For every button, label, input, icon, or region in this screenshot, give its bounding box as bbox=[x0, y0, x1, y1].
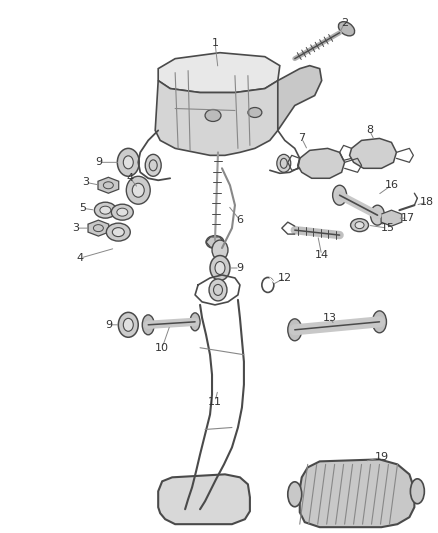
Ellipse shape bbox=[118, 312, 138, 337]
Ellipse shape bbox=[142, 315, 154, 335]
Text: 13: 13 bbox=[323, 313, 337, 323]
Polygon shape bbox=[298, 148, 345, 178]
Ellipse shape bbox=[106, 223, 130, 241]
Ellipse shape bbox=[288, 482, 302, 507]
Text: 19: 19 bbox=[374, 453, 389, 463]
Polygon shape bbox=[158, 53, 280, 93]
Text: 11: 11 bbox=[208, 397, 222, 407]
Ellipse shape bbox=[350, 219, 368, 232]
Ellipse shape bbox=[100, 206, 111, 214]
Text: 8: 8 bbox=[366, 125, 373, 135]
Text: 15: 15 bbox=[381, 223, 395, 233]
Text: 4: 4 bbox=[77, 253, 84, 263]
Text: 7: 7 bbox=[298, 133, 305, 143]
Ellipse shape bbox=[126, 176, 150, 204]
Ellipse shape bbox=[117, 148, 139, 176]
Ellipse shape bbox=[332, 185, 346, 205]
Text: 14: 14 bbox=[314, 250, 329, 260]
Ellipse shape bbox=[277, 155, 291, 172]
Ellipse shape bbox=[124, 318, 133, 332]
Ellipse shape bbox=[145, 155, 161, 176]
Ellipse shape bbox=[355, 222, 364, 229]
Ellipse shape bbox=[210, 255, 230, 280]
Ellipse shape bbox=[124, 156, 133, 169]
Polygon shape bbox=[88, 220, 109, 236]
Polygon shape bbox=[206, 237, 224, 247]
Ellipse shape bbox=[248, 108, 262, 117]
Polygon shape bbox=[158, 474, 250, 524]
Polygon shape bbox=[350, 139, 396, 168]
Text: 17: 17 bbox=[400, 213, 414, 223]
Ellipse shape bbox=[205, 109, 221, 122]
Ellipse shape bbox=[371, 205, 385, 225]
Text: 4: 4 bbox=[127, 173, 134, 183]
Text: 9: 9 bbox=[237, 263, 244, 273]
Text: 10: 10 bbox=[155, 343, 169, 353]
Ellipse shape bbox=[112, 228, 124, 237]
Text: 3: 3 bbox=[82, 177, 89, 187]
Ellipse shape bbox=[95, 202, 117, 218]
Text: 9: 9 bbox=[95, 157, 102, 167]
Ellipse shape bbox=[410, 479, 424, 504]
Text: 2: 2 bbox=[341, 18, 348, 28]
Text: 3: 3 bbox=[72, 223, 79, 233]
Text: 1: 1 bbox=[212, 38, 219, 48]
Ellipse shape bbox=[111, 204, 133, 220]
Ellipse shape bbox=[212, 240, 228, 260]
Text: 9: 9 bbox=[105, 320, 112, 330]
Text: 6: 6 bbox=[237, 215, 244, 225]
Polygon shape bbox=[300, 459, 414, 527]
Ellipse shape bbox=[117, 208, 128, 216]
Ellipse shape bbox=[215, 262, 225, 274]
Ellipse shape bbox=[206, 236, 224, 248]
Text: 5: 5 bbox=[79, 203, 86, 213]
Ellipse shape bbox=[288, 319, 302, 341]
Ellipse shape bbox=[190, 313, 200, 331]
Ellipse shape bbox=[209, 279, 227, 301]
Ellipse shape bbox=[132, 183, 144, 197]
Ellipse shape bbox=[339, 22, 355, 36]
Text: 16: 16 bbox=[385, 180, 399, 190]
Polygon shape bbox=[98, 177, 119, 193]
Text: 12: 12 bbox=[278, 273, 292, 283]
Ellipse shape bbox=[372, 311, 386, 333]
Polygon shape bbox=[278, 66, 321, 131]
Text: 18: 18 bbox=[420, 197, 434, 207]
Polygon shape bbox=[155, 80, 278, 155]
Polygon shape bbox=[381, 210, 402, 226]
